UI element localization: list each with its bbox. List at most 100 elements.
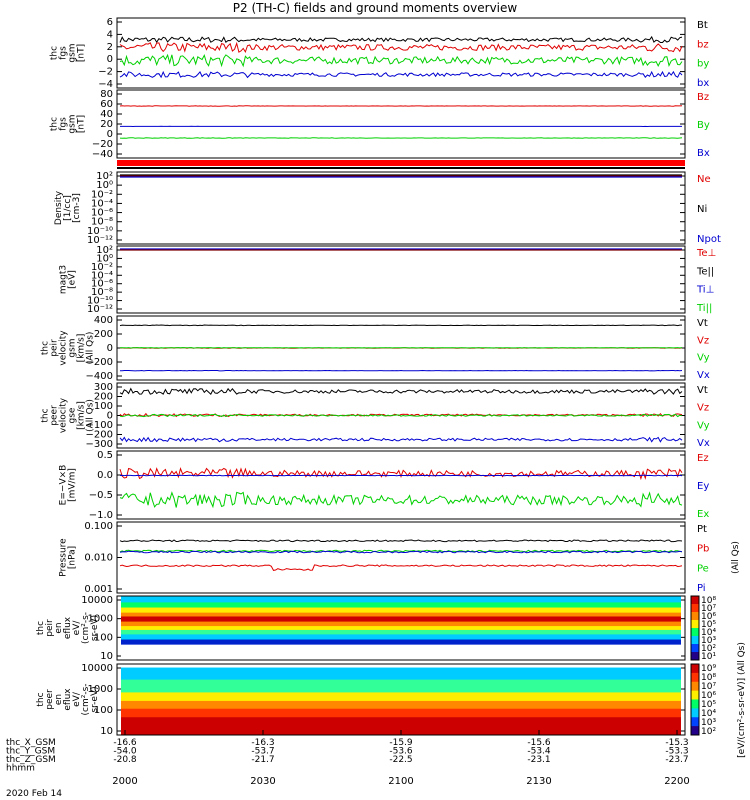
y-axis-label: en [54,694,64,705]
y-tick-label: 1000 [88,684,113,695]
series-line-by [119,53,683,68]
page-title: P2 (TH-C) fields and ground moments over… [232,1,518,15]
spectrogram-band [121,602,681,609]
legend-label-Ti||: Ti|| [696,303,712,314]
legend-label-Ni: Ni [697,204,707,215]
y-axis-label: (cm²-s- [81,612,91,644]
panel-frame [116,245,686,314]
ephemeris-value: -15.9 [389,738,413,748]
date-label: 2020 Feb 14 [6,789,62,799]
legend-label-bz: bz [697,39,709,50]
y-axis-label: sr-eV) [90,686,100,712]
spectrogram-band [121,644,681,661]
colorbar-segment [691,726,699,736]
series-line-Pt [119,539,683,543]
colorbar-segment [691,708,699,718]
y-tick-label: 60 [100,99,113,110]
y-axis-label: peir [45,619,55,637]
y-tick-label: 100 [94,705,113,716]
y-tick-label: 10000 [81,663,113,674]
y-tick-label: 1000 [88,614,113,625]
ephemeris-value: -15.3 [665,738,688,748]
x-tick-label: 2030 [250,776,275,787]
quality-flag-line [117,167,685,169]
y-axis-label: en [54,622,64,633]
y-axis-label: gse [68,407,78,423]
y-axis-label: fgs [59,117,69,131]
y-tick-label: −100 [86,420,113,431]
panel-peer_spec: 10000 1000 100 10 thc peer en eflux eV/(cm²-s-sr… [36,663,716,737]
colorbar-tick-label: 10⁵ [701,620,716,630]
y-axis-label: E=−V×B [59,465,69,506]
y-axis-label: thc [36,692,46,706]
legend-label-Vy: Vy [697,420,710,431]
series-line-Vt [119,324,682,327]
panel-frame [116,382,686,449]
y-axis-label: [nT] [77,115,87,133]
colorbar-tick-label: 10⁸ [701,596,716,606]
legend-label-Ez: Ez [697,453,709,464]
colorbar-segment [691,664,699,674]
panel-density: 10²10⁰10⁻²10⁻⁴10⁻⁶10⁻⁸10⁻¹⁰10⁻¹²Density[… [54,171,721,246]
colorbar-frame [690,663,700,736]
y-axis-label: thc [50,117,60,131]
spectrogram-band [121,596,681,603]
y-axis-label: [nT] [77,44,87,62]
spectrogram-band [121,664,681,669]
legend-label-by: by [697,59,709,70]
series-line-Ez [119,466,683,481]
x-tick-label: 2200 [664,776,689,787]
y-axis-label: eflux [63,688,73,711]
y-axis-label: eflux [63,616,73,639]
panel-frame [116,521,686,594]
ephemeris-value: -54.0 [113,747,137,757]
spectrogram-band [121,692,681,702]
legend-label-Te||: Te|| [696,266,714,277]
panel-pressure: 0.100 0.010 0.001 Pressure [nPa] Pt Pb Pe Pi (All… [59,521,742,595]
y-tick-label: 10⁻² [91,189,113,200]
panel-frame [116,450,686,520]
y-tick-label: 10 [100,651,113,662]
y-axis-label: [km/s] [77,401,87,430]
y-tick-label: 10⁻¹² [87,235,113,246]
y-tick-label: 10⁻² [91,262,113,273]
y-tick-label: −400 [86,371,113,382]
colorbar-segment [691,717,699,727]
colorbar-tick-label: 10⁴ [701,628,716,638]
ephemeris-value: -22.5 [389,755,412,765]
colorbar-tick-label: 10³ [701,636,716,646]
y-axis-label: thc [36,621,46,635]
y-tick-label: 10⁻¹⁰ [87,296,113,307]
spectrogram-band [121,634,681,641]
panel-efield: 0.5 0.0 −0.5 −1.0 E=−V×B [mV/m] Ez Ey Ex [59,450,710,521]
legend-label-Vx: Vx [697,370,710,381]
colorbar-segment [691,604,699,613]
y-tick-label: 10⁻⁶ [91,279,113,290]
ephemeris-value: -23.7 [665,755,688,765]
ephemeris-row-label: thc_Y_GSM [6,747,55,757]
legend-label-Te⊥: Te⊥ [696,248,716,259]
y-axis-label: (All Qs) [86,332,96,365]
legend-label-Vy: Vy [697,353,710,364]
spectrogram-band [121,708,681,718]
series-line-Vy [119,413,683,418]
colorbar-segment [691,612,699,621]
legend-label-Ex: Ex [697,509,709,520]
spectrogram-band [121,679,681,693]
y-tick-label: 10000 [81,595,113,606]
ephemeris-value: -15.6 [527,738,551,748]
legend-label-Bx: Bx [697,148,710,159]
y-axis-label: gsm [68,338,78,357]
colorbar-segment [691,620,699,629]
y-tick-label: 20 [100,119,113,130]
y-tick-label: −40 [92,149,113,160]
series-line-bx [119,70,683,79]
y-axis-label: [1/cc] [63,195,73,221]
y-axis-label: (cm²-s- [81,683,91,715]
colorbar-frame [690,595,700,661]
legend-label-Vz: Vz [697,335,709,346]
ephemeris-row-label: thc_Z_GSM [6,755,56,765]
